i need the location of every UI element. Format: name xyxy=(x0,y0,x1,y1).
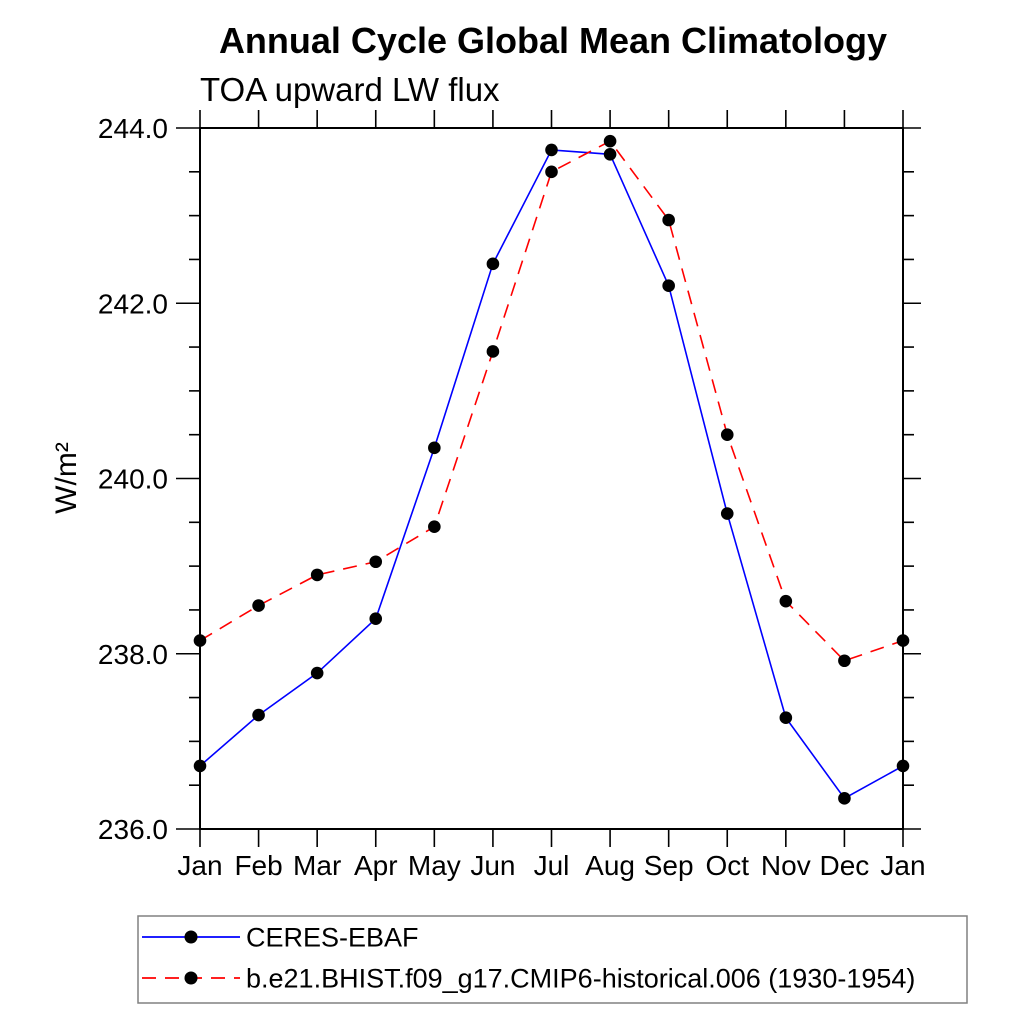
series-line-1 xyxy=(199,140,904,662)
data-point-marker xyxy=(486,257,500,271)
y-tick-label: 240.0 xyxy=(98,464,168,495)
data-point-markers xyxy=(193,134,910,805)
axis-tick-labels: Jan Feb Mar Apr May Jun Jul Aug Sep Oct Nov Dec Jan 2… xyxy=(98,113,926,881)
x-tick-label: Mar xyxy=(293,850,341,881)
data-point-marker xyxy=(369,612,383,625)
legend-marker-model xyxy=(184,971,198,985)
data-point-marker xyxy=(662,279,675,293)
x-tick-label: Feb xyxy=(234,850,282,881)
x-tick-label: Nov xyxy=(761,850,811,881)
y-tick-label: 238.0 xyxy=(98,639,168,670)
x-tick-label: May xyxy=(408,850,461,881)
legend: CERES-EBAF b.e21.BHIST.f09_g17.CMIP6-his… xyxy=(137,915,968,1004)
x-tick-label: Aug xyxy=(585,850,635,881)
x-tick-label: Oct xyxy=(705,850,749,881)
data-point-marker xyxy=(545,165,558,179)
data-point-marker xyxy=(545,143,558,157)
x-tick-label: Apr xyxy=(354,850,398,881)
x-tick-label: Jan xyxy=(177,850,222,881)
y-tick-label: 236.0 xyxy=(98,814,168,845)
data-point-marker xyxy=(252,708,265,722)
y-axis-label: W/m² xyxy=(50,442,83,514)
x-tick-label: Sep xyxy=(644,850,694,881)
x-tick-label: Jun xyxy=(470,850,515,881)
data-point-marker xyxy=(896,759,910,773)
legend-label-ceres-ebaf: CERES-EBAF xyxy=(246,923,419,953)
data-point-marker xyxy=(603,147,617,161)
data-point-marker xyxy=(428,520,441,533)
data-point-marker xyxy=(252,599,265,612)
data-point-marker xyxy=(428,441,441,455)
data-point-marker xyxy=(193,759,207,773)
series-line-0 xyxy=(199,149,904,800)
series-lines xyxy=(199,140,904,800)
data-point-marker xyxy=(720,428,734,441)
data-point-marker xyxy=(310,666,324,680)
data-point-marker xyxy=(779,594,793,608)
data-point-marker xyxy=(662,213,675,227)
legend-box xyxy=(137,915,968,1004)
data-point-marker xyxy=(838,654,851,668)
data-point-marker xyxy=(486,345,500,358)
x-tick-label: Dec xyxy=(820,850,870,881)
plot-frame xyxy=(199,127,904,830)
chart-subtitle: TOA upward LW flux xyxy=(200,71,500,108)
axis-ticks xyxy=(176,110,921,847)
data-point-marker xyxy=(838,792,851,805)
y-tick-label: 244.0 xyxy=(98,113,168,144)
y-tick-label: 242.0 xyxy=(98,288,168,319)
data-point-marker xyxy=(603,134,617,148)
data-point-marker xyxy=(310,568,324,582)
data-point-marker xyxy=(193,634,207,647)
chart-title: Annual Cycle Global Mean Climatology xyxy=(219,20,887,61)
x-tick-label: Jan xyxy=(880,850,925,881)
data-point-marker xyxy=(720,507,734,520)
data-point-marker xyxy=(779,711,793,725)
x-tick-label: Jul xyxy=(534,850,570,881)
data-point-marker xyxy=(896,634,910,647)
legend-label-model: b.e21.BHIST.f09_g17.CMIP6-historical.006… xyxy=(246,964,915,994)
data-point-marker xyxy=(369,555,383,569)
legend-marker-ceres-ebaf xyxy=(184,930,198,944)
